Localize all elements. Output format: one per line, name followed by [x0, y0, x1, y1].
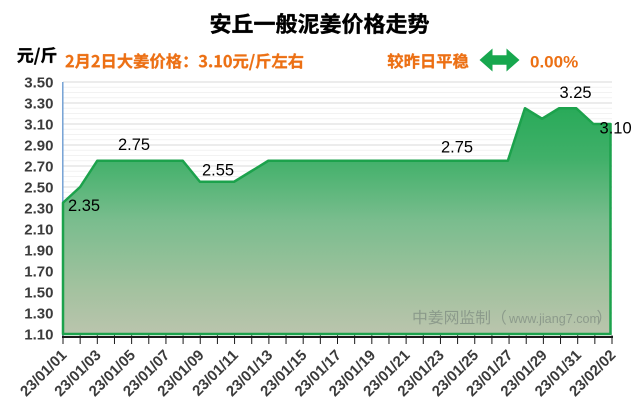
svg-text:2.70: 2.70	[24, 158, 53, 175]
svg-text:3.10: 3.10	[24, 116, 53, 133]
svg-text:2.10: 2.10	[24, 221, 53, 238]
svg-text:2.55: 2.55	[202, 161, 234, 179]
svg-text:3.10: 3.10	[600, 119, 632, 137]
svg-text:0.00%: 0.00%	[530, 52, 578, 71]
svg-text:2.75: 2.75	[441, 138, 473, 156]
svg-text:2.90: 2.90	[24, 137, 53, 154]
svg-text:1.70: 1.70	[24, 263, 53, 280]
svg-text:2.50: 2.50	[24, 179, 53, 196]
svg-text:2.30: 2.30	[24, 200, 53, 217]
svg-text:3.30: 3.30	[24, 95, 53, 112]
svg-text:3.50: 3.50	[24, 74, 53, 91]
svg-text:www.jiang7.com: www.jiang7.com	[508, 312, 600, 326]
svg-text:3.25: 3.25	[559, 84, 591, 102]
svg-text:1.90: 1.90	[24, 242, 53, 259]
svg-text:2.35: 2.35	[68, 197, 100, 215]
svg-text:1.50: 1.50	[24, 284, 53, 301]
svg-text:1.30: 1.30	[24, 305, 53, 322]
svg-text:2.75: 2.75	[118, 136, 150, 154]
svg-text:1.10: 1.10	[24, 326, 53, 343]
